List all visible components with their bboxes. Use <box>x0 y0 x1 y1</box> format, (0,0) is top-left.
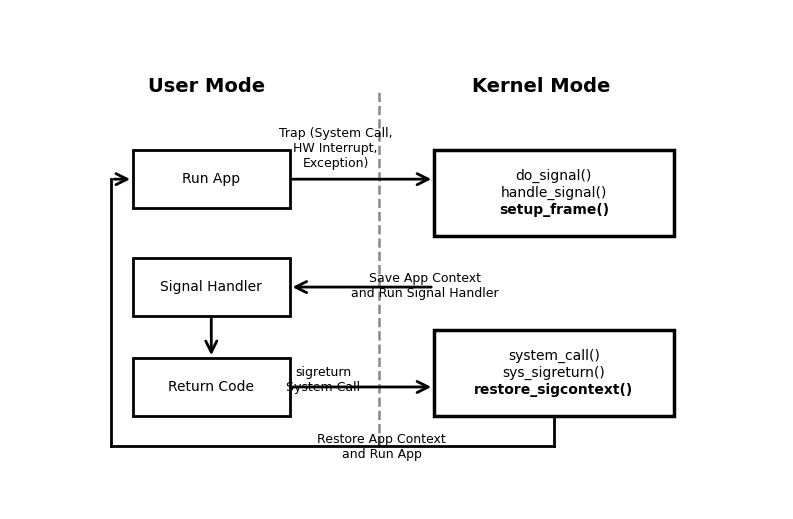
Text: handle_signal(): handle_signal() <box>500 186 607 200</box>
Text: sigreturn
System Call: sigreturn System Call <box>286 366 361 394</box>
Text: sys_sigreturn(): sys_sigreturn() <box>503 366 605 380</box>
Text: User Mode: User Mode <box>148 77 265 96</box>
Text: Kernel Mode: Kernel Mode <box>473 77 611 96</box>
Text: Trap (System Call,
HW Interrupt,
Exception): Trap (System Call, HW Interrupt, Excepti… <box>279 127 393 170</box>
Text: setup_frame(): setup_frame() <box>499 203 609 217</box>
Text: Run App: Run App <box>182 172 240 186</box>
FancyBboxPatch shape <box>434 330 674 416</box>
FancyBboxPatch shape <box>133 150 289 208</box>
Text: do_signal(): do_signal() <box>515 169 592 183</box>
Text: Save App Context
and Run Signal Handler: Save App Context and Run Signal Handler <box>351 272 499 300</box>
FancyBboxPatch shape <box>434 150 674 236</box>
Text: system_call(): system_call() <box>508 349 600 363</box>
Text: Restore App Context
and Run App: Restore App Context and Run App <box>317 433 446 461</box>
Text: Return Code: Return Code <box>168 380 255 394</box>
Text: Signal Handler: Signal Handler <box>160 280 262 294</box>
FancyBboxPatch shape <box>133 358 289 416</box>
Text: restore_sigcontext(): restore_sigcontext() <box>474 383 634 397</box>
FancyBboxPatch shape <box>133 258 289 316</box>
